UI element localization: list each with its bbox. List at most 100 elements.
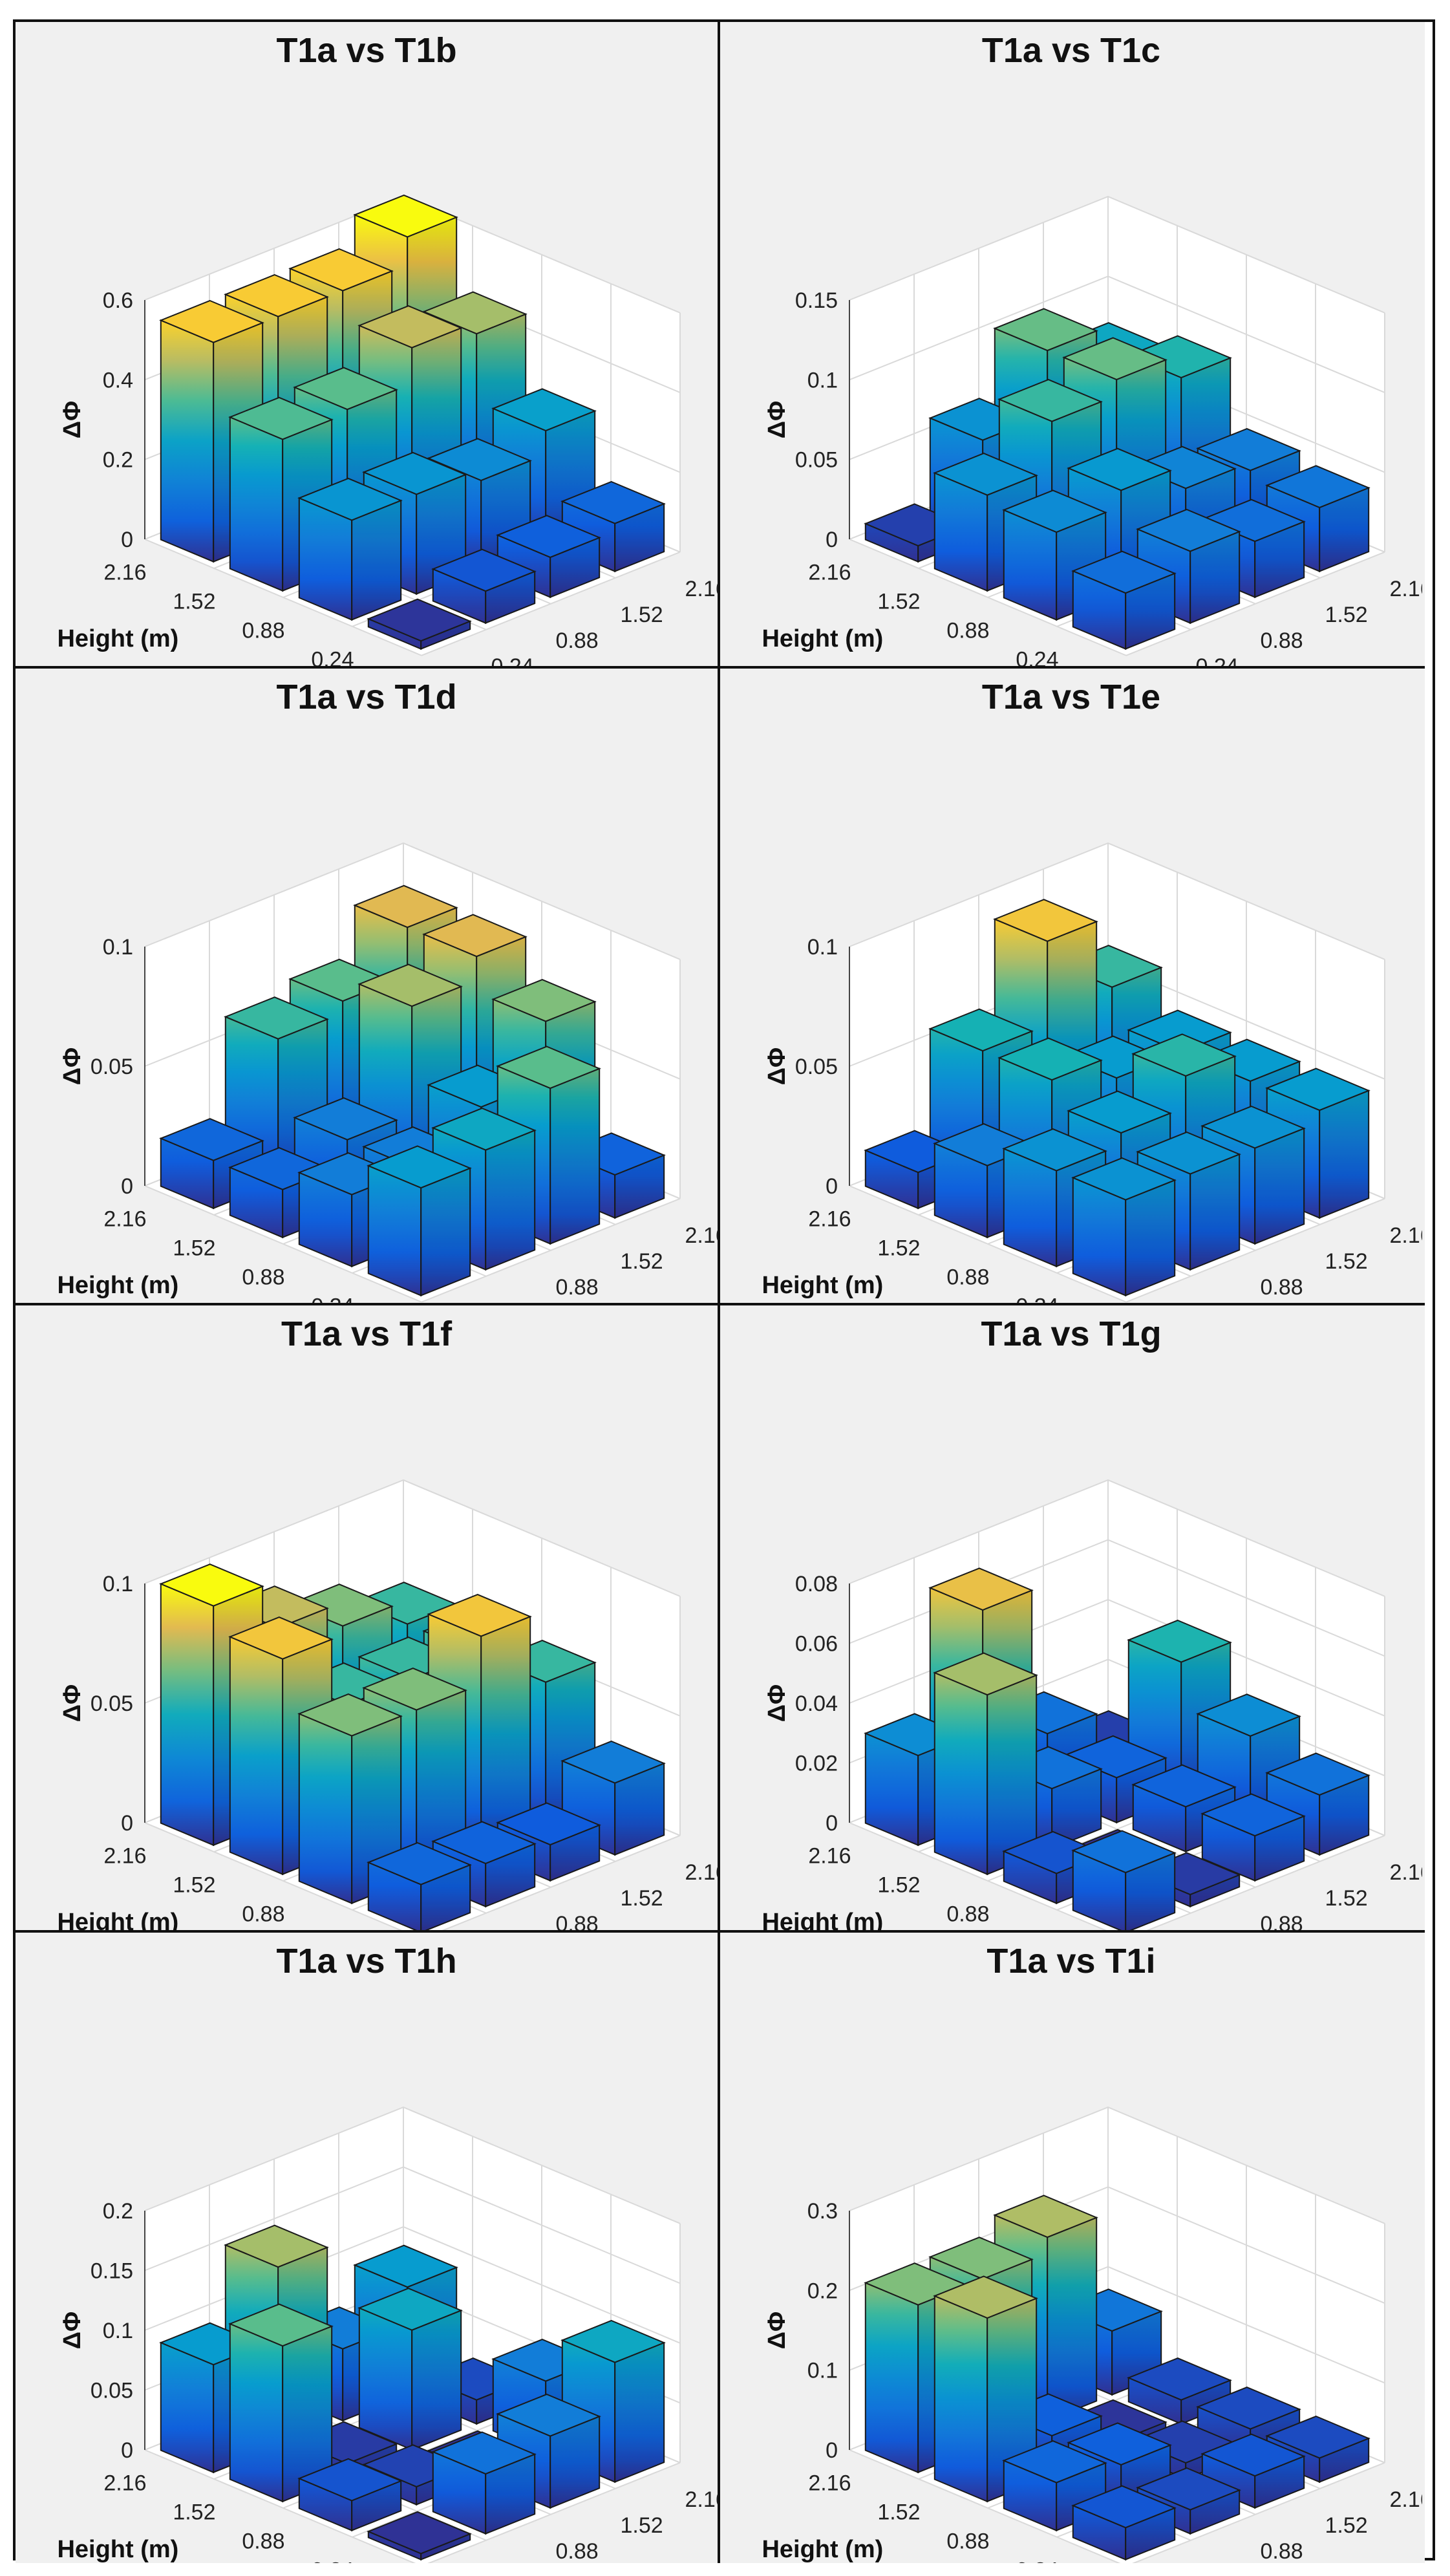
width-tick-label: 2.16 (685, 1223, 718, 1248)
width-tick-label: 1.52 (621, 2513, 663, 2538)
z-tick-label: 0.05 (91, 2379, 133, 2403)
width-tick-label: 1.52 (621, 603, 663, 627)
height-tick-label: 2.16 (808, 1207, 851, 1231)
height-tick-label: 2.16 (103, 2471, 146, 2495)
z-tick-label: 0.08 (795, 1572, 838, 1596)
bar (431, 2431, 537, 2535)
chart-title: T1a vs T1f (281, 1315, 453, 1353)
panel-t1a-vs-t1i: T1a vs T1i 0 0.1 0.2 0.3 ΔΦ 2.16 1.52 0.88 0.24 He… (720, 1933, 1425, 2563)
width-ticks: 0.240.881.522.16 (1196, 577, 1423, 669)
z-tick-label: 0.15 (795, 288, 838, 313)
height-axis-label: Height (m) (57, 1272, 178, 1299)
width-tick-label: 0.88 (1261, 1275, 1303, 1300)
bar (357, 2288, 463, 2451)
height-tick-label: 0.88 (242, 2529, 284, 2553)
bar (367, 1145, 472, 1297)
width-tick-label: 0.24 (491, 654, 534, 669)
z-axis-label: ΔΦ (763, 1047, 791, 1086)
width-tick-label: 1.52 (1325, 1886, 1368, 1911)
z-tick-label: 0.4 (103, 368, 133, 392)
z-tick-label: 0.04 (795, 1691, 838, 1716)
bar (1002, 2440, 1107, 2532)
bar (1127, 2357, 1232, 2425)
width-tick-label: 0.24 (1196, 654, 1239, 669)
bar (367, 598, 472, 650)
z-tick-label: 0.05 (795, 448, 838, 473)
chart-title: T1a vs T1g (981, 1315, 1161, 1353)
width-tick-label: 0.88 (556, 1275, 599, 1300)
height-tick-label: 1.52 (173, 1236, 215, 1260)
width-tick-label: 2.16 (685, 1860, 718, 1885)
z-axis-label: ΔΦ (763, 1684, 791, 1723)
bar (362, 1668, 467, 1879)
bar (1071, 1157, 1177, 1297)
height-tick-label: 2.16 (103, 1843, 146, 1868)
z-tick-label: 0.06 (795, 1632, 838, 1657)
width-tick-label: 0.24 (1196, 1301, 1239, 1305)
chart-svg: T1a vs T1e 0 0.05 0.1 ΔΦ 2.16 1.52 0.88 0.24 Heig… (762, 678, 1423, 1305)
height-tick-label: 1.52 (877, 2500, 920, 2524)
z-tick-label: 0.05 (91, 1055, 133, 1079)
height-tick-label: 2.16 (103, 560, 146, 585)
z-tick-label: 0.1 (103, 1572, 133, 1596)
panel-t1a-vs-t1g: T1a vs T1g 0 0.02 0.04 0.06 0.08 ΔΦ 2.16 1.52 0.8… (720, 1305, 1425, 1933)
bar (560, 1740, 666, 1856)
z-ticks: 0 0.2 0.4 0.6 (103, 288, 133, 552)
height-tick-label: 0.88 (946, 618, 989, 643)
height-tick-label: 2.16 (808, 560, 851, 585)
width-tick-label: 0.88 (556, 2539, 599, 2563)
z-ticks: 0 0.05 0.1 (91, 1572, 133, 1836)
height-tick-label: 0.88 (946, 1902, 989, 1926)
z-tick-label: 0.15 (91, 2259, 133, 2284)
width-ticks: 0.240.881.522.16 (1196, 1223, 1423, 1305)
z-tick-label: 0.1 (103, 2319, 133, 2343)
height-ticks: 2.16 1.52 0.88 0.24 (103, 2471, 354, 2563)
z-tick-label: 0.05 (795, 1055, 838, 1079)
z-tick-label: 0.2 (103, 448, 133, 473)
width-tick-label: 0.88 (556, 628, 599, 653)
height-tick-label: 0.88 (242, 1902, 284, 1926)
height-tick-label: 1.52 (877, 1236, 920, 1260)
height-ticks: 2.16 1.52 0.88 0.24 (808, 1207, 1058, 1303)
bar (367, 2511, 472, 2561)
height-tick-label: 2.16 (103, 1207, 146, 1231)
bar (367, 1841, 472, 1930)
z-tick-label: 0 (826, 1174, 838, 1199)
z-tick-label: 0.1 (807, 368, 838, 392)
z-tick-label: 0 (121, 1174, 133, 1199)
chart-title: T1a vs T1d (276, 678, 456, 716)
width-tick-label: 0.88 (1261, 1912, 1303, 1933)
height-tick-label: 1.52 (877, 589, 920, 614)
width-tick-label: 1.52 (621, 1249, 663, 1274)
height-axis-label: Height (m) (762, 1909, 883, 1933)
bars (864, 899, 1370, 1297)
chart-svg: T1a vs T1f00.050.1ΔΦ2.161.520.880.24Heig… (57, 1315, 718, 1930)
height-tick-label: 0.88 (946, 1265, 989, 1289)
height-axis-label: Height (m) (57, 2536, 178, 2563)
panel-t1a-vs-t1e: T1a vs T1e 0 0.05 0.1 ΔΦ 2.16 1.52 0.88 0.24 Heig… (720, 669, 1425, 1305)
bar (297, 477, 403, 621)
height-tick-label: 0.88 (242, 618, 284, 643)
height-tick-label: 2.16 (808, 1843, 851, 1868)
width-tick-label: 2.16 (1390, 1860, 1423, 1885)
z-tick-label: 0 (121, 2438, 133, 2463)
bars (864, 308, 1370, 650)
bar (228, 2303, 334, 2503)
chart-title: T1a vs T1e (982, 678, 1160, 716)
z-tick-label: 0 (826, 1811, 838, 1836)
z-ticks: 0 0.05 0.1 (91, 935, 133, 1199)
width-ticks: 0.240.881.522.16 (556, 1860, 718, 1930)
width-ticks: 0.240.881.522.16 (1261, 1860, 1423, 1933)
height-ticks: 2.16 1.52 0.88 0.24 (103, 1207, 354, 1303)
width-ticks: 0.240.881.522.16 (556, 2487, 718, 2563)
z-tick-label: 0 (826, 528, 838, 552)
width-tick-label: 1.52 (1325, 2513, 1368, 2538)
bars (159, 194, 666, 650)
height-tick-label: 1.52 (173, 2500, 215, 2524)
z-tick-label: 0.6 (103, 288, 133, 313)
z-tick-label: 0 (121, 528, 133, 552)
bar (1131, 1764, 1237, 1853)
bars (159, 885, 666, 1297)
height-ticks: 2.16 1.52 0.88 0.24 (808, 2471, 1058, 2563)
z-axis-label: ΔΦ (763, 401, 791, 439)
